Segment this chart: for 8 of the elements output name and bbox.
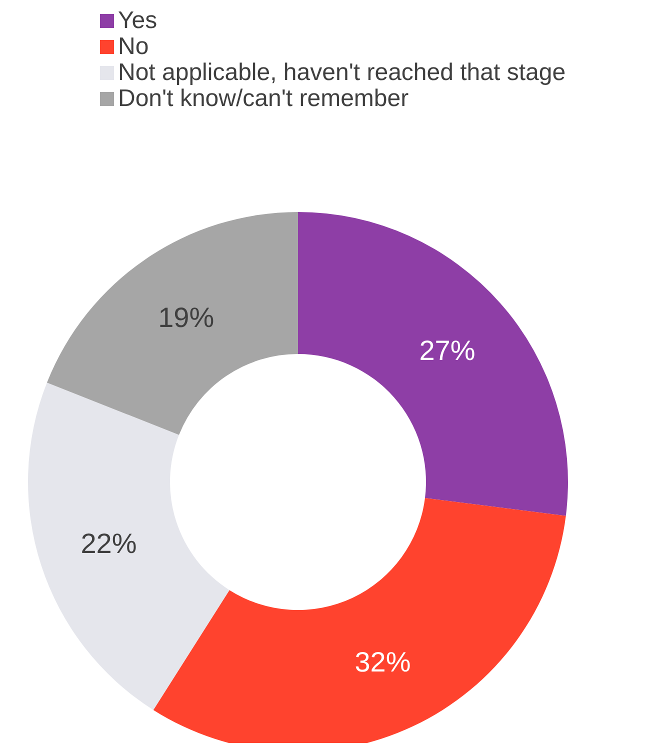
data-label: 22% [80,528,137,559]
legend-label: Not applicable, haven't reached that stage [118,59,566,86]
data-label: 32% [354,646,411,678]
data-label: 27% [419,334,476,366]
legend-label: No [118,33,149,60]
legend-label: Don't know/can't remember [118,85,409,112]
legend-label: Yes [118,7,158,34]
data-label: 19% [158,302,214,333]
